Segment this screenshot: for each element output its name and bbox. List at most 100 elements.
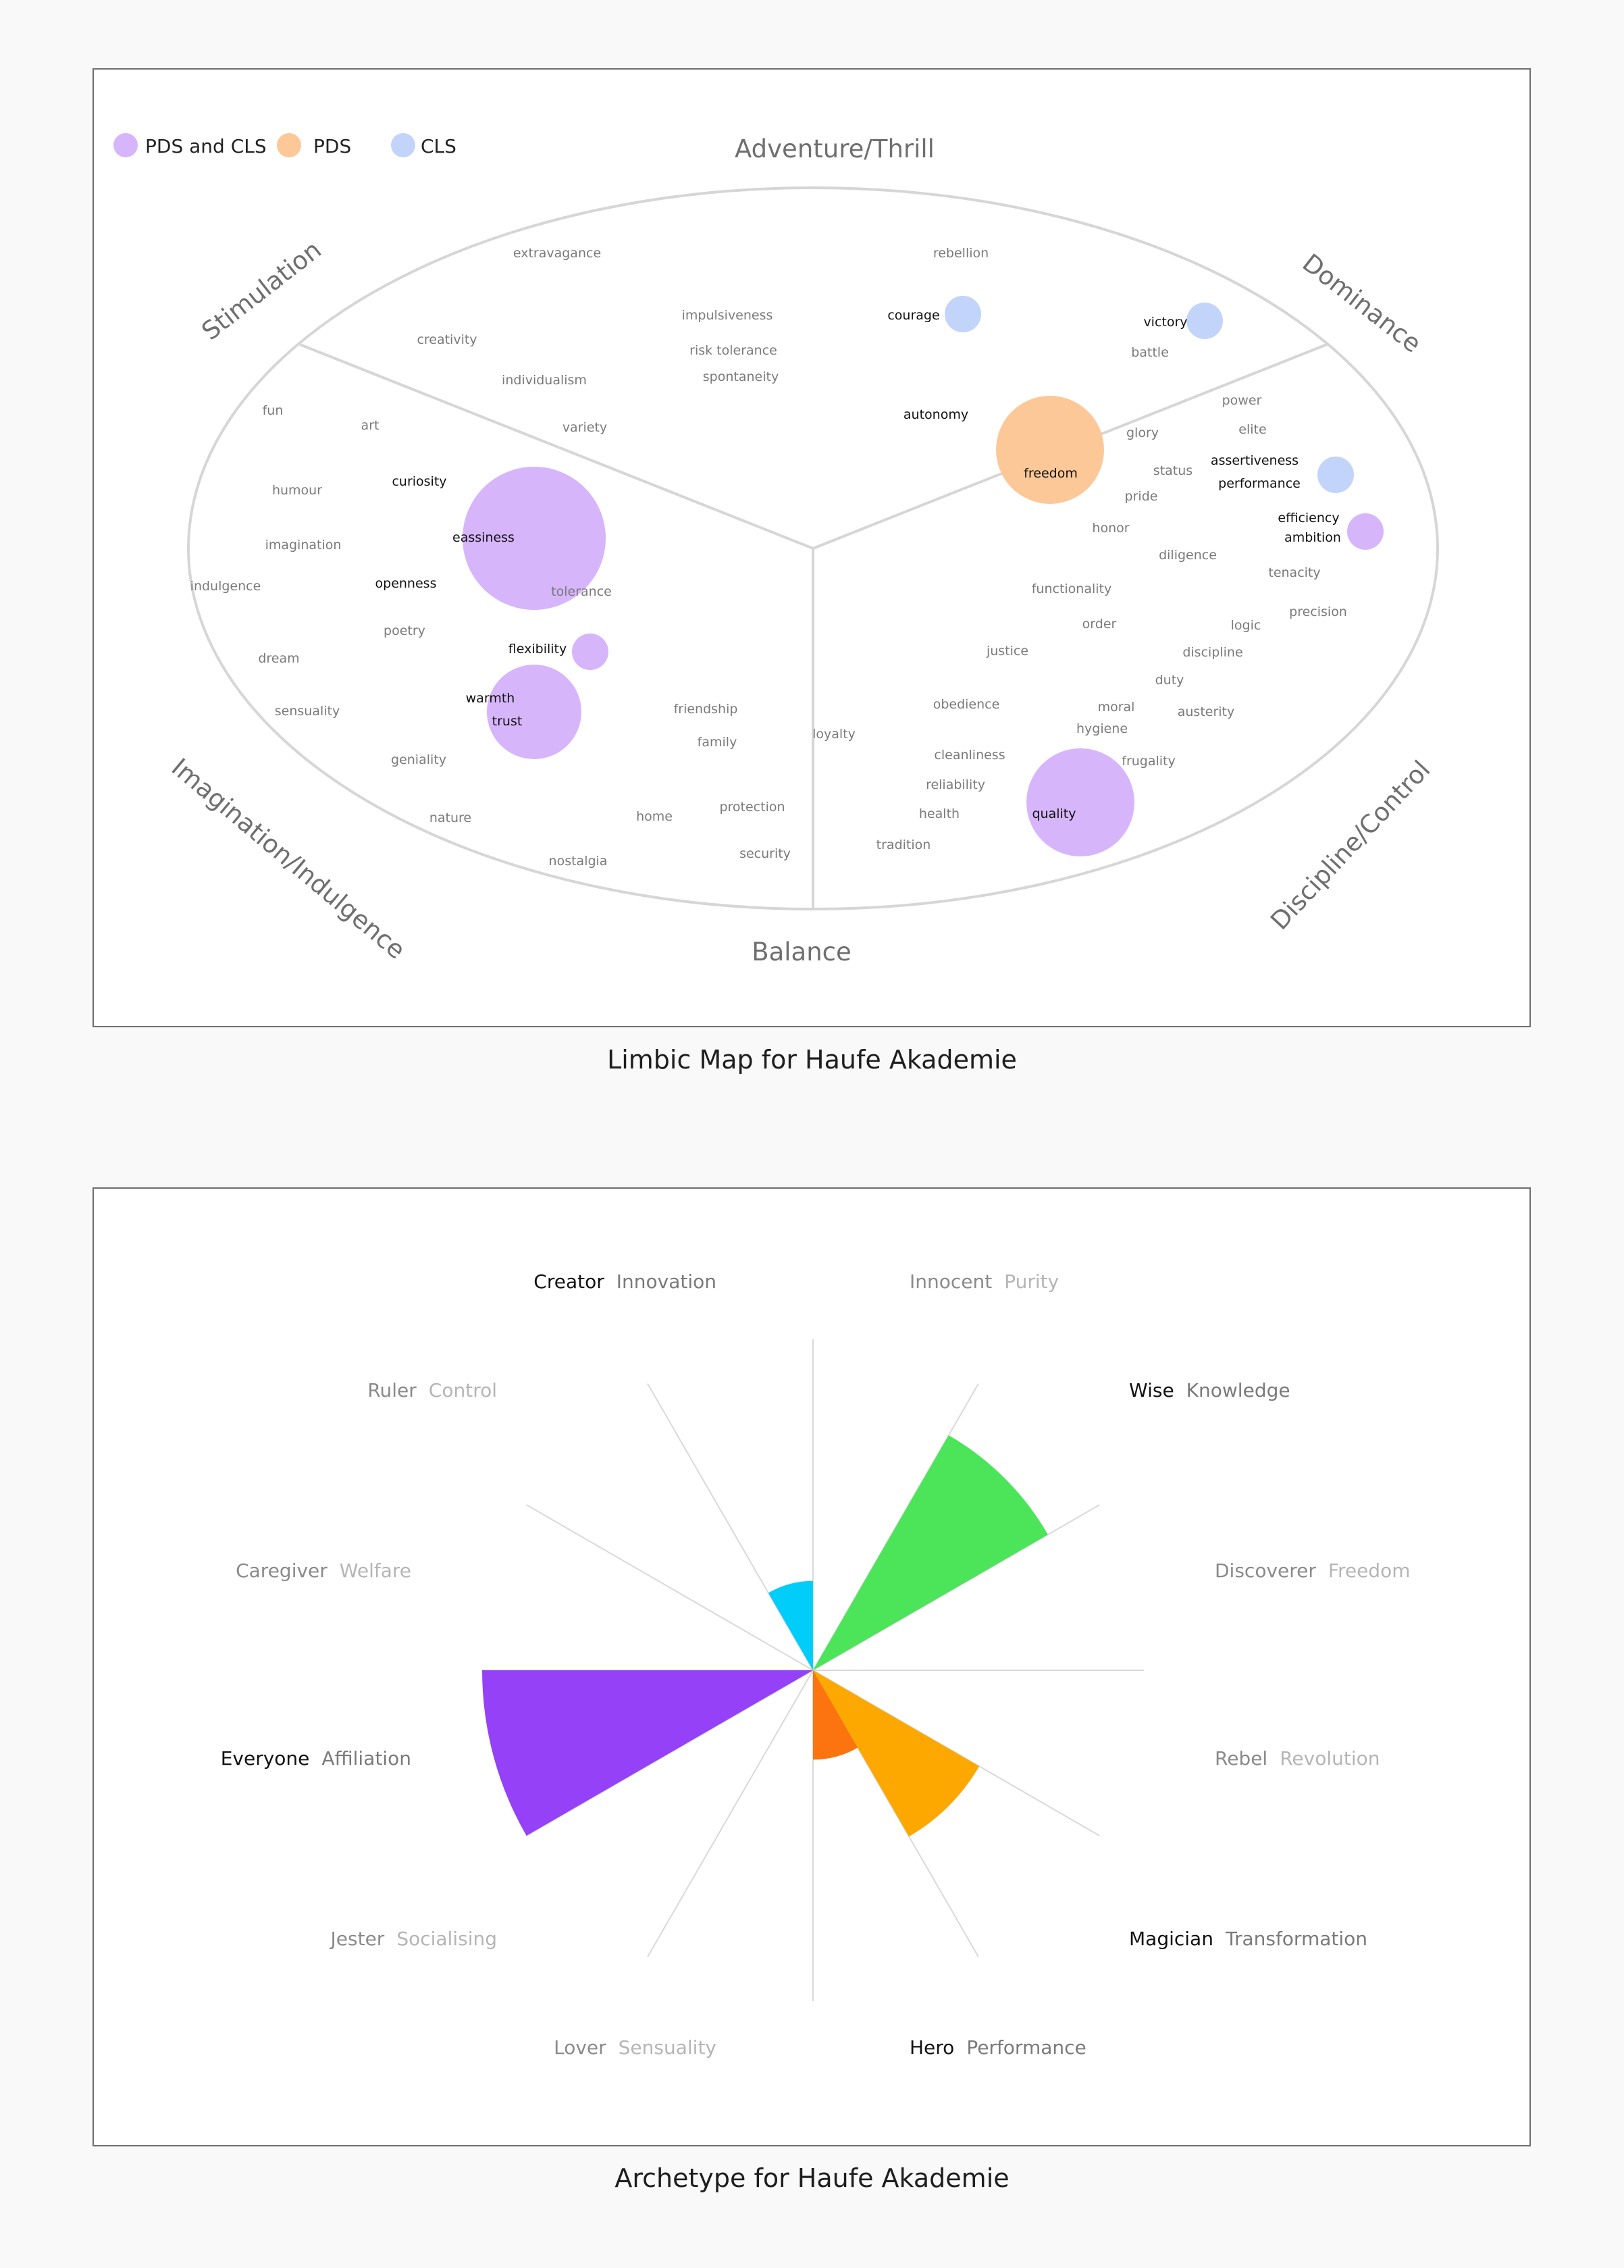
word: fun xyxy=(263,403,284,418)
region-imagination-indulgence: Imagination/Indulgence xyxy=(166,752,411,964)
word: precision xyxy=(1289,604,1347,619)
word: openness xyxy=(375,576,437,591)
legend-swatch xyxy=(391,133,415,157)
legend-item: PDS and CLS xyxy=(113,133,267,157)
bubbles xyxy=(463,296,1384,856)
archetype-panel: Innocent Purity Wise Knowledge Discoverer Fre… xyxy=(93,1187,1531,2146)
archetype-label-hero: Hero Performance xyxy=(910,2036,1086,2059)
archetype-label-magician: Magician Transformation xyxy=(1129,1928,1367,1950)
word: spontaneity xyxy=(703,369,779,384)
word: autonomy xyxy=(903,407,968,422)
archetype-name: Magician xyxy=(1129,1928,1213,1950)
archetype-label-wise: Wise Knowledge xyxy=(1129,1379,1290,1401)
word: courage xyxy=(887,308,939,323)
word: health xyxy=(919,806,960,821)
archetype-name: Everyone xyxy=(221,1747,310,1770)
wedge-everyone xyxy=(482,1670,813,1836)
word: poetry xyxy=(384,623,425,638)
archetype-label-everyone: Everyone Affiliation xyxy=(221,1747,411,1770)
word: sensuality xyxy=(275,704,340,719)
word: creativity xyxy=(417,332,477,347)
bubble-ambition xyxy=(1347,513,1384,550)
word: geniality xyxy=(391,752,446,767)
word: flexibility xyxy=(508,642,567,656)
word: battle xyxy=(1131,345,1169,360)
bubble-courage xyxy=(945,296,981,332)
word: quality xyxy=(1032,806,1076,821)
wedge-creator xyxy=(768,1580,813,1670)
wedge-wise xyxy=(813,1435,1048,1670)
word: performance xyxy=(1218,476,1301,491)
word: hygiene xyxy=(1076,721,1128,736)
word: tenacity xyxy=(1268,565,1320,580)
archetype-name: Creator xyxy=(533,1270,604,1293)
word: art xyxy=(361,418,379,433)
archetype-trait: Innovation xyxy=(617,1270,716,1293)
archetype-wheel-svg: Innocent Purity Wise Knowledge Discoverer Fre… xyxy=(221,1270,1411,2059)
spoke xyxy=(812,1670,1100,1836)
word: tradition xyxy=(876,837,931,852)
word: duty xyxy=(1155,673,1184,688)
word: home xyxy=(636,809,673,824)
region-adventure-thrill: Adventure/Thrill xyxy=(735,134,935,163)
word: austerity xyxy=(1178,704,1235,719)
word: friendship xyxy=(674,702,738,717)
wedge-hero xyxy=(813,1670,858,1760)
archetype-name: Hero xyxy=(910,2036,954,2059)
archetype-label-creator: Creator Innovation xyxy=(533,1270,716,1293)
limbic-map-panel: PDS and CLS PDS CLS Adventure/Thrill Sti… xyxy=(93,68,1531,1027)
word: cleanliness xyxy=(934,748,1005,763)
archetype-trait: Affiliation xyxy=(321,1747,411,1770)
archetype-name: Ruler xyxy=(367,1379,417,1401)
legend-item: PDS xyxy=(277,133,351,157)
word: curiosity xyxy=(392,474,446,489)
word: loyalty xyxy=(812,727,856,742)
archetype-label-jester: Jester Socialising xyxy=(330,1928,497,1950)
word: rebellion xyxy=(933,246,989,261)
archetype-caption: Archetype for Haufe Akademie xyxy=(614,2163,1010,2193)
legend-label: CLS xyxy=(421,135,456,157)
archetype-name: Wise xyxy=(1129,1379,1174,1401)
word: justice xyxy=(986,644,1028,659)
word: elite xyxy=(1238,422,1266,437)
word: protection xyxy=(719,800,785,815)
archetype-name: Innocent xyxy=(910,1270,992,1293)
spoke xyxy=(647,1383,814,1671)
divider-left xyxy=(299,343,814,550)
word: honor xyxy=(1092,521,1129,536)
spoke xyxy=(526,1504,814,1671)
archetype-label-discoverer: Discoverer Freedom xyxy=(1215,1560,1411,1582)
word: tolerance xyxy=(551,584,612,599)
archetype-name: Caregiver xyxy=(236,1560,328,1582)
spoke xyxy=(647,1670,814,1957)
word: family xyxy=(698,735,737,750)
archetype-trait: Knowledge xyxy=(1186,1379,1290,1401)
word: warmth xyxy=(466,691,515,706)
archetype-name: Jester xyxy=(330,1928,385,1950)
archetype-name: Discoverer xyxy=(1215,1560,1316,1582)
word: order xyxy=(1082,617,1117,632)
legend-label: PDS xyxy=(313,135,351,157)
archetype-trait: Welfare xyxy=(340,1560,411,1582)
archetype-trait: Control xyxy=(429,1379,497,1401)
legend-label: PDS and CLS xyxy=(145,135,267,157)
bubble-flexibility xyxy=(572,634,608,670)
word: eassiness xyxy=(452,530,515,545)
bubble-eassiness xyxy=(463,467,606,610)
word: obedience xyxy=(933,697,1000,712)
bubble-assertiveness-performance xyxy=(1317,457,1354,493)
bubble-quality xyxy=(1026,748,1134,856)
archetype-trait: Freedom xyxy=(1328,1560,1411,1582)
word: moral xyxy=(1098,700,1135,715)
wedge-magician xyxy=(813,1670,980,1837)
limbic-map-svg: PDS and CLS PDS CLS Adventure/Thrill Sti… xyxy=(113,133,1439,967)
word: humour xyxy=(272,483,322,498)
region-balance: Balance xyxy=(752,937,852,967)
word: imagination xyxy=(265,538,342,552)
archetype-label-ruler: Ruler Control xyxy=(367,1379,497,1401)
word-cloud: extravagance rebellion impulsiveness cou… xyxy=(190,246,1347,869)
word: security xyxy=(739,846,791,861)
word: nostalgia xyxy=(549,854,608,869)
word: dream xyxy=(258,651,299,666)
legend-item: CLS xyxy=(391,133,456,157)
